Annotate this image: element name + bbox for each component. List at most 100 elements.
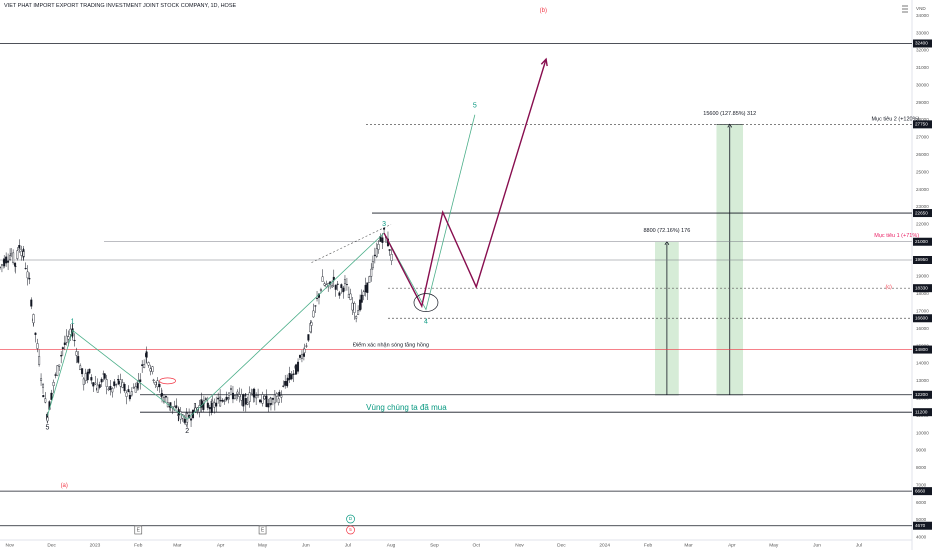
event-marker-label: E bbox=[261, 527, 265, 533]
level-price-label: 27750 bbox=[915, 122, 928, 127]
wave-label: 2 bbox=[185, 428, 189, 435]
candle-body bbox=[321, 276, 324, 282]
candle-body bbox=[130, 391, 133, 396]
x-tick-label: Sep bbox=[430, 542, 439, 548]
y-tick-label: 23000 bbox=[916, 204, 929, 209]
wave-line bbox=[47, 114, 476, 420]
candle-body bbox=[113, 381, 116, 387]
candle-body bbox=[390, 253, 393, 261]
candle-body bbox=[9, 255, 12, 260]
candle-body bbox=[364, 284, 367, 293]
candle-body bbox=[231, 392, 234, 400]
candle-body bbox=[277, 398, 280, 403]
candle-body bbox=[175, 405, 178, 408]
candle-body bbox=[94, 382, 97, 385]
level-price-box bbox=[913, 521, 932, 530]
candle-body bbox=[343, 279, 346, 284]
candle-body bbox=[340, 284, 343, 289]
candle-body bbox=[32, 314, 35, 324]
x-tick-label: Apr bbox=[217, 542, 225, 548]
candle-body bbox=[50, 393, 53, 395]
level-price-box bbox=[913, 408, 932, 417]
candle-body bbox=[134, 386, 137, 393]
candle-body bbox=[18, 248, 21, 250]
candle-body bbox=[82, 378, 85, 385]
candle-body bbox=[183, 418, 186, 423]
candle-body bbox=[56, 365, 59, 376]
candle-body bbox=[373, 254, 376, 257]
candle-body bbox=[190, 418, 193, 421]
event-marker-box bbox=[258, 525, 267, 535]
level-price-label: 32400 bbox=[915, 41, 928, 46]
candle-body bbox=[250, 393, 253, 395]
candle-body bbox=[151, 366, 154, 372]
candle-body bbox=[371, 261, 374, 269]
red-ellipse bbox=[159, 377, 176, 385]
candle-body bbox=[109, 385, 112, 391]
candle-body bbox=[309, 323, 312, 333]
candle-body bbox=[0, 266, 2, 269]
candle-body bbox=[355, 316, 358, 319]
candle-body bbox=[42, 384, 45, 388]
level-price-label: 14800 bbox=[915, 347, 928, 352]
event-marker-box bbox=[134, 525, 143, 535]
candle-body bbox=[63, 342, 66, 345]
candle-body bbox=[145, 351, 148, 358]
candle-body bbox=[336, 283, 339, 285]
candle-body bbox=[230, 388, 233, 390]
candle-body bbox=[86, 371, 89, 381]
level-price-label: 16600 bbox=[915, 315, 928, 320]
candle-body bbox=[295, 364, 298, 375]
menu-icon bbox=[902, 5, 908, 13]
y-tick-label: 16000 bbox=[916, 326, 929, 331]
level-price-box bbox=[913, 487, 932, 496]
x-tick-label: 2024 bbox=[599, 542, 610, 548]
candle-body bbox=[288, 373, 291, 380]
candle-body bbox=[334, 284, 337, 290]
candle-body bbox=[5, 256, 8, 264]
candle-body bbox=[164, 396, 167, 398]
candle-body bbox=[225, 396, 228, 401]
candle-body bbox=[123, 384, 126, 392]
candle-body bbox=[26, 271, 29, 279]
candle-body bbox=[132, 386, 135, 389]
candle-body bbox=[278, 391, 281, 396]
candle-body bbox=[54, 374, 57, 376]
candle-body bbox=[342, 287, 345, 293]
annotation-text: Mục tiêu 2 (+120%) bbox=[871, 117, 919, 123]
candle-body bbox=[60, 355, 63, 357]
candle-body bbox=[161, 393, 164, 396]
y-tick-label: 19000 bbox=[916, 274, 929, 279]
candle-body bbox=[117, 381, 120, 385]
wave-label: 3 bbox=[382, 221, 386, 228]
level-price-label: 11200 bbox=[915, 409, 928, 414]
candle-body bbox=[179, 411, 182, 420]
x-tick-label: Aug bbox=[387, 542, 396, 548]
y-tick-label: 8000 bbox=[916, 465, 927, 470]
x-tick-label: Mar bbox=[173, 542, 182, 548]
candle-body bbox=[200, 399, 203, 408]
y-tick-label: 14000 bbox=[916, 361, 929, 366]
candle-body bbox=[246, 402, 249, 405]
y-tick-label: 28000 bbox=[916, 117, 929, 122]
candle-body bbox=[75, 351, 78, 356]
candle-body bbox=[98, 384, 101, 388]
candle-body bbox=[375, 248, 378, 257]
y-tick-label: 9000 bbox=[916, 448, 927, 453]
candle-body bbox=[10, 253, 13, 256]
x-tick-label: Apr bbox=[728, 542, 736, 548]
candle-body bbox=[58, 364, 61, 367]
candle-body bbox=[257, 394, 260, 396]
candle-body bbox=[273, 394, 276, 404]
candle-body bbox=[286, 378, 289, 381]
candle-body bbox=[297, 361, 300, 372]
candle-body bbox=[69, 328, 72, 335]
candle-body bbox=[46, 417, 49, 422]
x-tick-label: Jul bbox=[345, 542, 351, 548]
candle-body bbox=[261, 394, 264, 404]
candle-body bbox=[323, 283, 326, 286]
candle-body bbox=[219, 400, 222, 402]
level-price-label: 12200 bbox=[915, 392, 928, 397]
candle-body bbox=[128, 395, 131, 400]
